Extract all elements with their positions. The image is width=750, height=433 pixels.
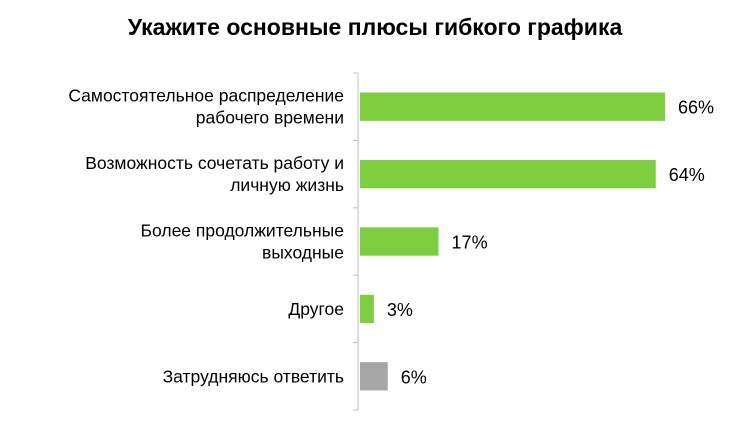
category-label-line: Более продолжительные	[141, 221, 344, 241]
bar	[360, 227, 439, 256]
value-labels-group: 66% 64% 17% 3% 6%	[387, 98, 714, 388]
category-label: Возможность сочетать работу и личную жизн…	[85, 153, 344, 195]
bar	[360, 362, 388, 391]
category-label-line: Другое	[288, 299, 344, 319]
bar	[360, 294, 374, 324]
category-label-line: личную жизнь	[230, 175, 344, 195]
category-labels-group: Самостоятельное распределение рабочего вр…	[68, 86, 344, 387]
bar	[360, 159, 656, 189]
category-label-line: Затрудняюсь ответить	[163, 366, 344, 386]
category-label-line: рабочего времени	[196, 108, 344, 128]
category-label: Более продолжительные выходные	[141, 221, 344, 263]
value-label: 6%	[401, 367, 427, 387]
category-label-line: Самостоятельное распределение	[68, 86, 344, 106]
bars-group	[360, 92, 665, 391]
category-label: Самостоятельное распределение рабочего вр…	[68, 86, 344, 128]
value-label: 17%	[452, 233, 488, 253]
category-label-line: выходные	[262, 243, 344, 263]
category-label-line: Возможность сочетать работу и	[85, 153, 344, 173]
bar	[360, 92, 665, 121]
value-label: 64%	[669, 165, 705, 185]
category-label: Другое	[288, 299, 344, 319]
category-label: Затрудняюсь ответить	[163, 366, 344, 386]
chart-title: Укажите основные плюсы гибкого графика	[127, 14, 623, 40]
value-label: 3%	[387, 300, 413, 320]
y-axis-ticks	[353, 72, 358, 411]
value-label: 66%	[678, 98, 714, 118]
